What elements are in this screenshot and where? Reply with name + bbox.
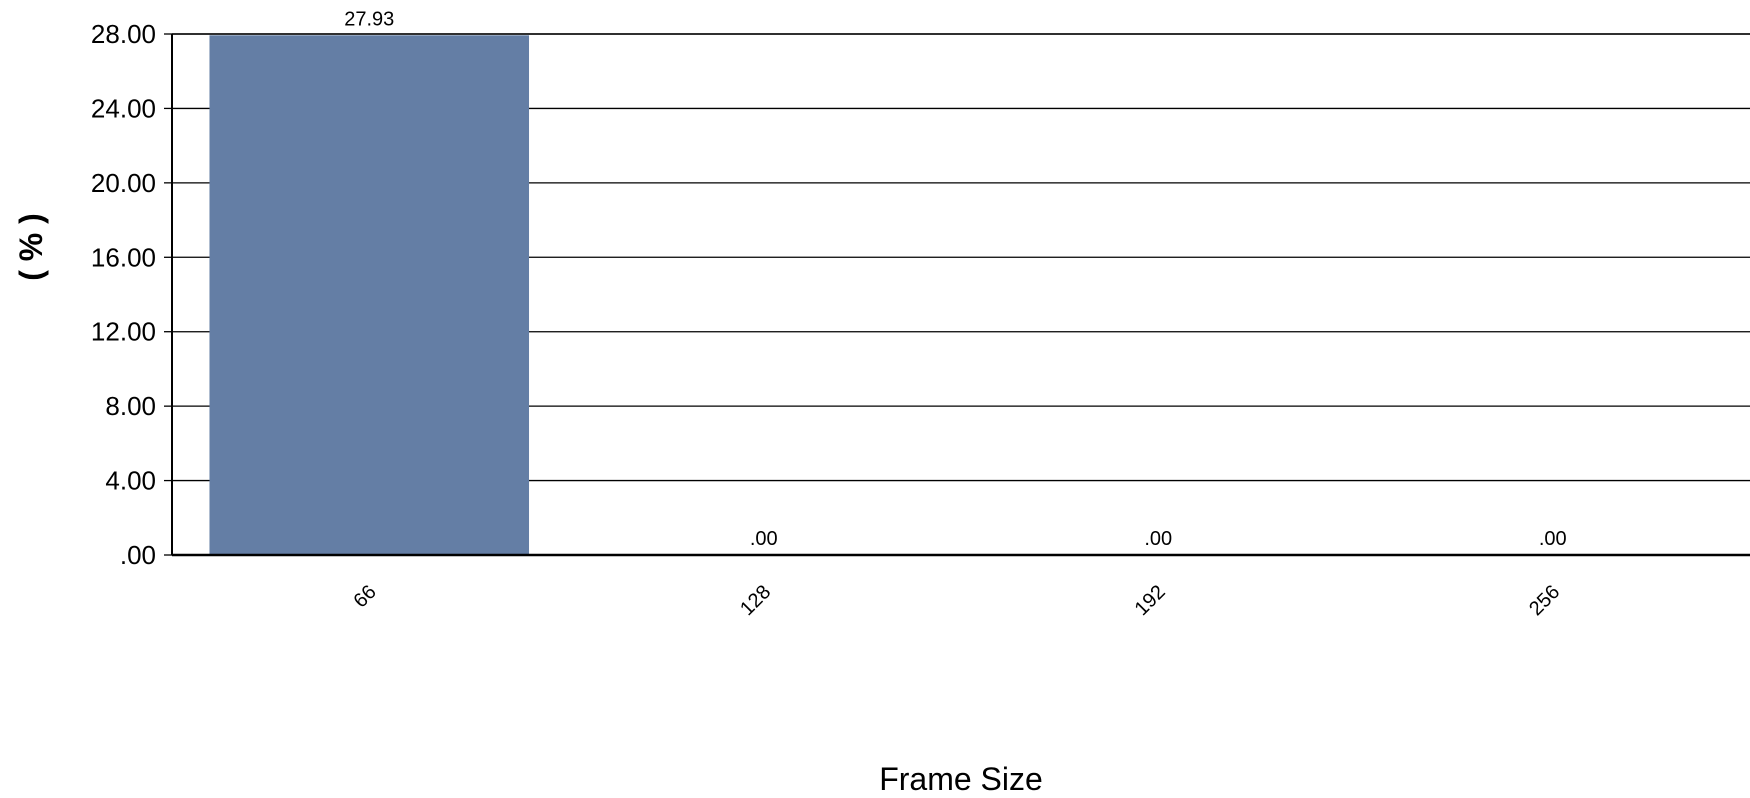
data-labels: 27.93 .00 .00 .00 bbox=[344, 8, 1566, 550]
y-tick-label: .00 bbox=[120, 540, 156, 570]
y-axis-title: ( % ) bbox=[13, 213, 49, 281]
y-tick-labels: .00 4.00 8.00 12.00 16.00 20.00 24.00 28.00 bbox=[91, 19, 156, 570]
data-label: .00 bbox=[750, 528, 778, 550]
x-tick-label: 256 bbox=[1525, 581, 1564, 620]
data-label: 27.93 bbox=[344, 8, 394, 30]
x-tick-label: 66 bbox=[349, 581, 380, 612]
y-tick-label: 24.00 bbox=[91, 93, 156, 123]
x-tick-label: 192 bbox=[1131, 581, 1170, 620]
bar bbox=[209, 35, 530, 556]
data-label: .00 bbox=[1144, 528, 1172, 550]
y-tick-label: 20.00 bbox=[91, 168, 156, 198]
x-axis-title: Frame Size bbox=[879, 761, 1043, 797]
axes bbox=[164, 33, 1750, 557]
bars bbox=[209, 35, 530, 556]
y-tick-label: 16.00 bbox=[91, 242, 156, 272]
y-tick-label: 4.00 bbox=[105, 466, 156, 496]
y-tick-label: 12.00 bbox=[91, 317, 156, 347]
x-tick-label: 128 bbox=[736, 581, 775, 620]
x-tick-labels: 66 128 192 256 bbox=[349, 581, 1564, 620]
data-label: .00 bbox=[1539, 528, 1567, 550]
y-tick-label: 8.00 bbox=[105, 391, 156, 421]
y-tick-label: 28.00 bbox=[91, 19, 156, 49]
